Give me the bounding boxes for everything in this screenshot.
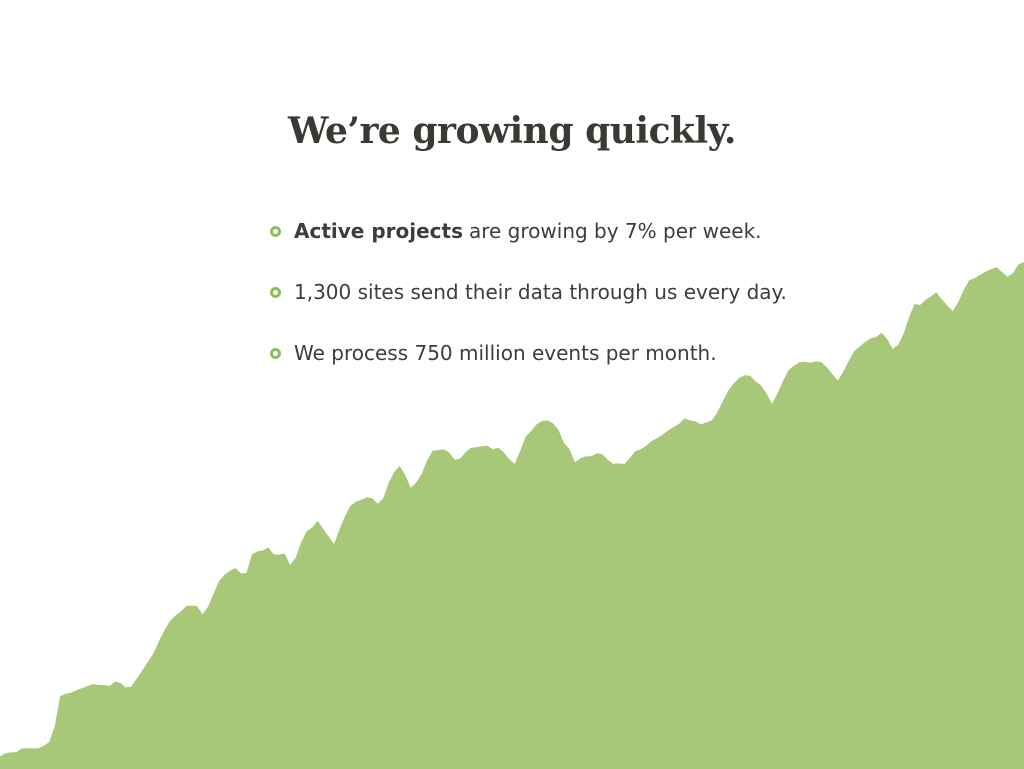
bullet-text: 1,300 sites send their data through us e… — [294, 280, 787, 304]
growth-area — [0, 262, 1024, 769]
bullet-ring-icon — [270, 225, 281, 237]
bullet-item-sites: 1,300 sites send their data through us e… — [270, 275, 787, 309]
bullet-text: We process 750 million events per month. — [294, 341, 717, 365]
bullet-item-active-projects: Active projects are growing by 7% per we… — [270, 214, 787, 248]
bullet-ring-icon — [270, 286, 281, 298]
bullet-list: Active projects are growing by 7% per we… — [270, 214, 787, 397]
bullet-item-events: We process 750 million events per month. — [270, 336, 787, 370]
bullet-bold-text: Active projects — [294, 219, 463, 243]
bullet-ring-icon — [270, 347, 281, 359]
bullet-text: are growing by 7% per week. — [468, 219, 762, 243]
slide-title: We’re growing quickly. — [288, 110, 736, 152]
